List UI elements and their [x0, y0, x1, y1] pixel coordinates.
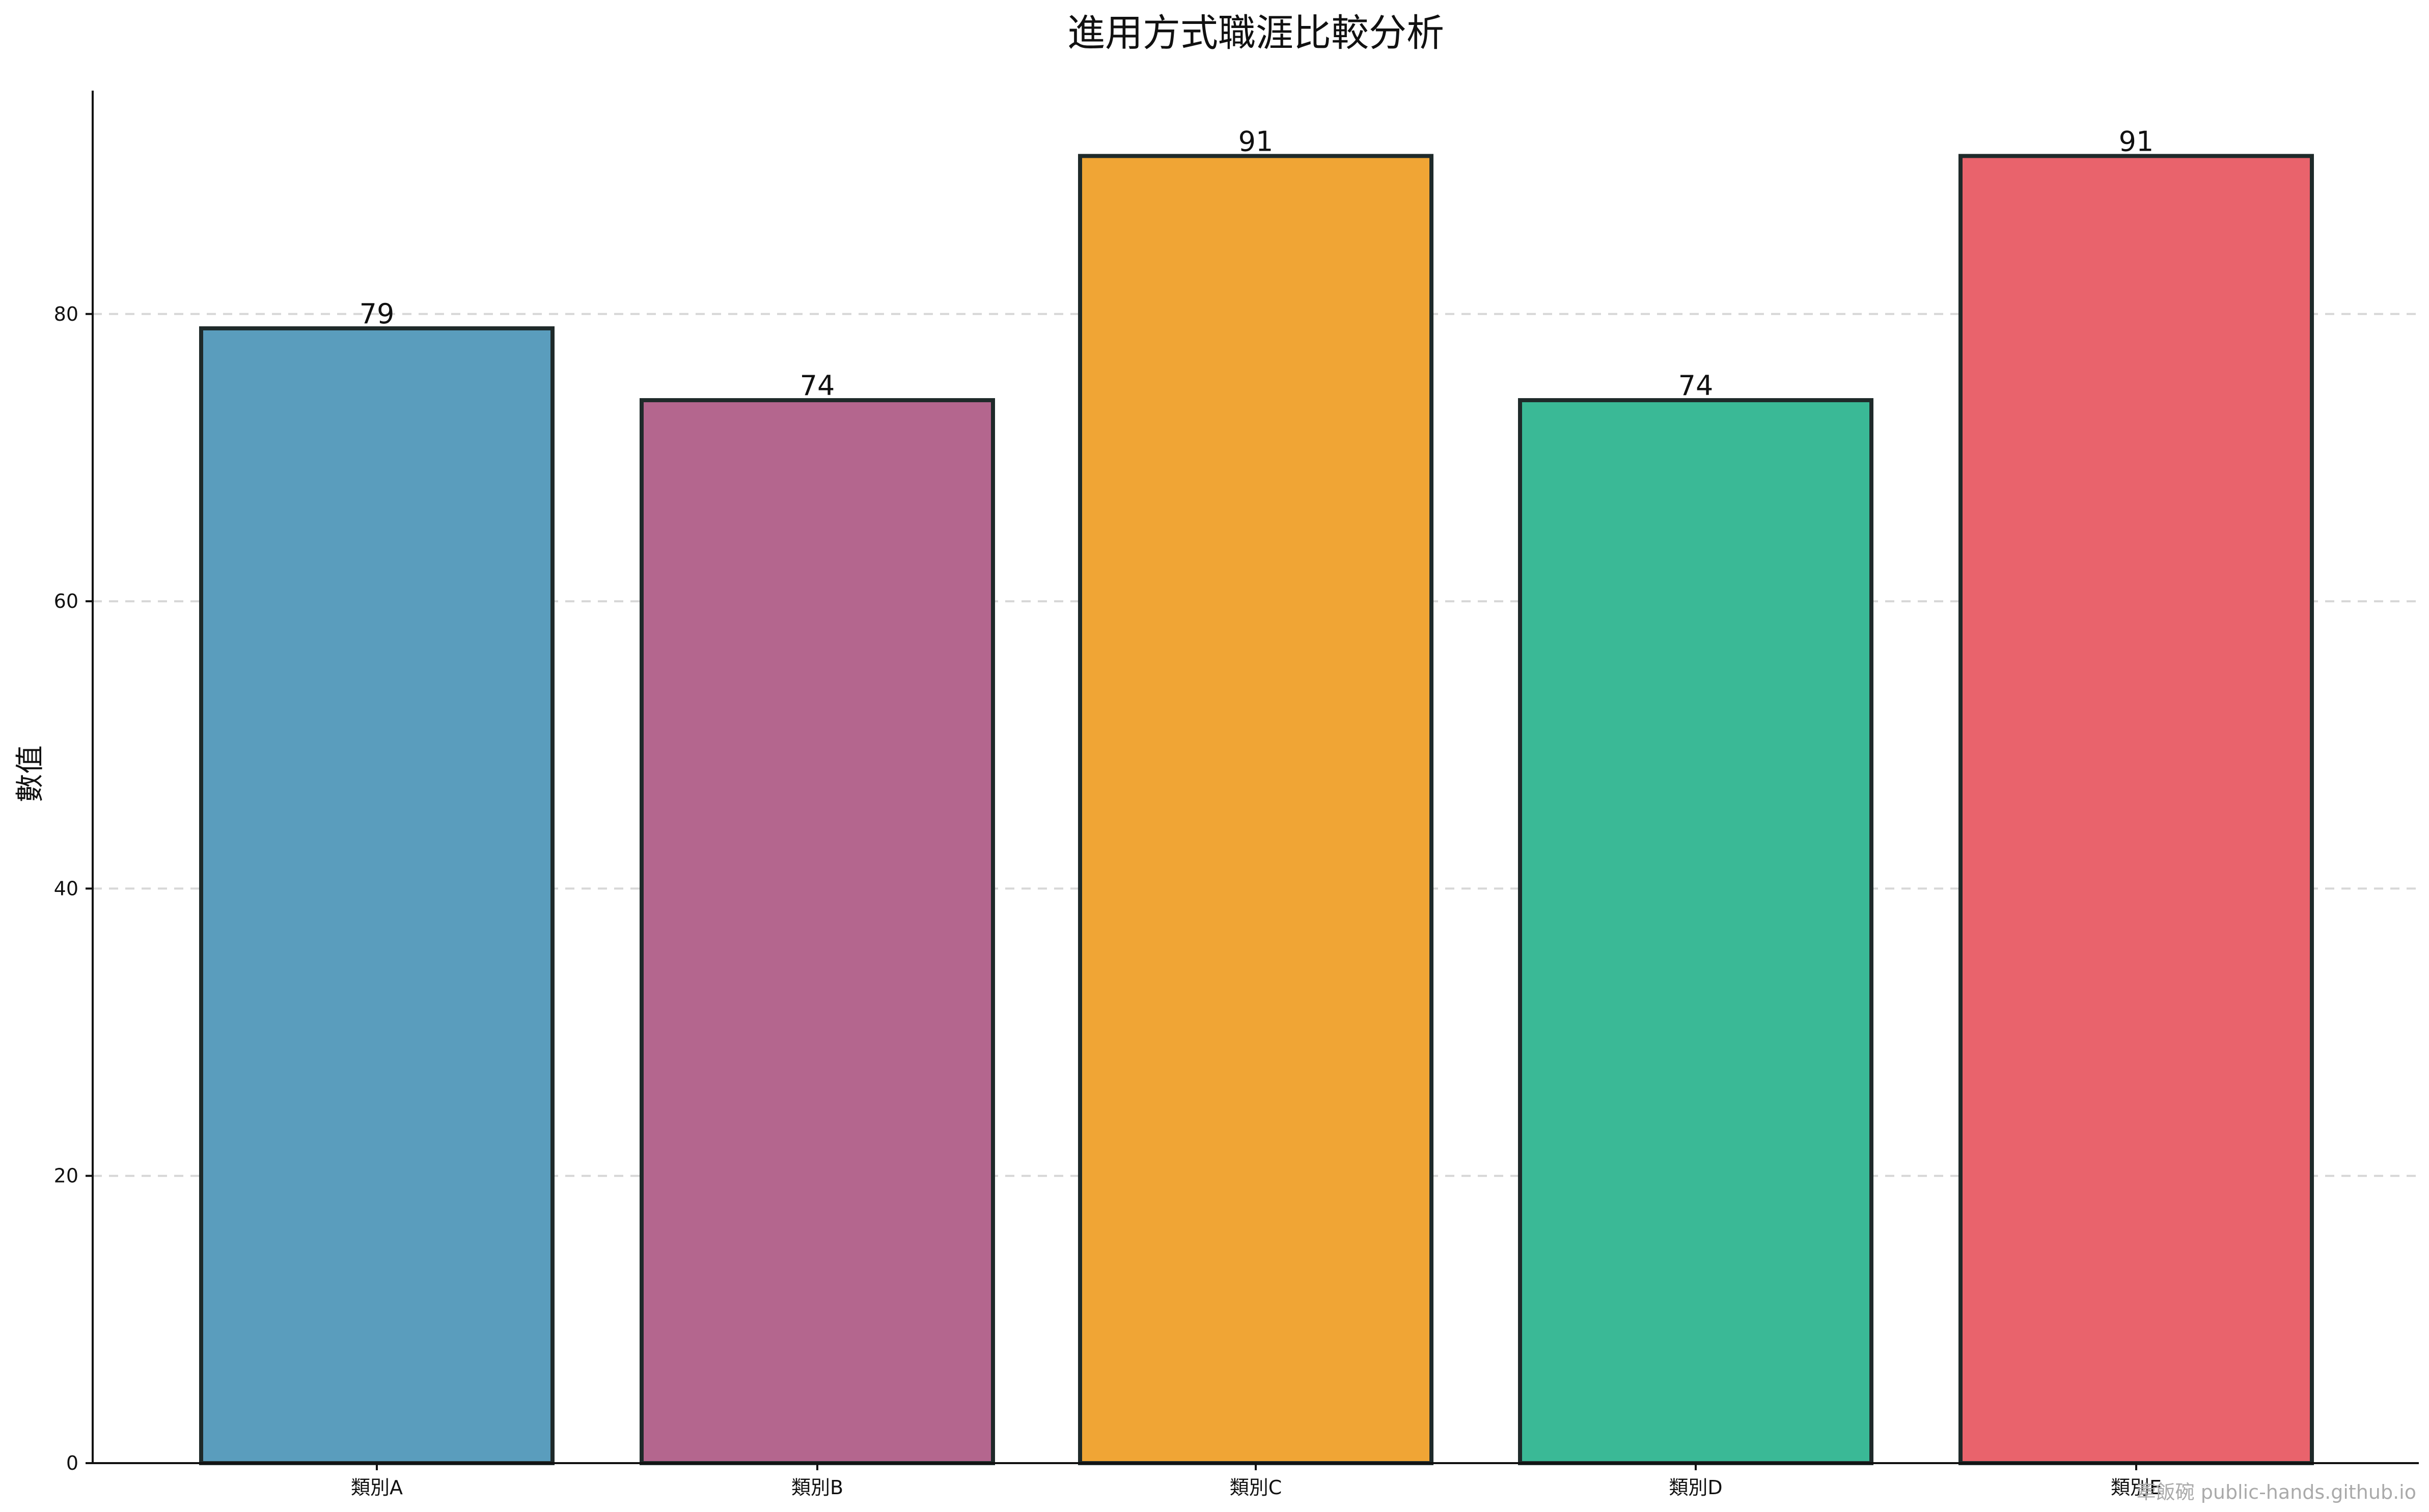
- x-tick-label: 類別D: [1669, 1476, 1722, 1499]
- bar-value-label: 79: [360, 298, 395, 330]
- x-tick-label: 類別A: [351, 1476, 403, 1499]
- y-tick-label: 0: [66, 1452, 78, 1474]
- x-tick-label: 類別E: [2111, 1476, 2162, 1499]
- bar-value-label: 74: [800, 370, 835, 402]
- y-tick-label: 60: [54, 590, 78, 612]
- y-tick-label: 80: [54, 303, 78, 325]
- bar: [640, 398, 995, 1465]
- bars: [199, 154, 2314, 1466]
- y-tick-label: 20: [54, 1165, 78, 1187]
- bar-value-label: 91: [2119, 125, 2154, 157]
- axes: 類別A 類別B 類別C 類別D 類別E 0 20 40 60 80: [54, 91, 2419, 1499]
- bar: [1958, 154, 2314, 1466]
- x-tick-label: 類別B: [791, 1476, 843, 1499]
- y-tick-label: 40: [54, 877, 78, 900]
- y-axis-label: 數值: [14, 745, 47, 802]
- x-tick-label: 類別C: [1230, 1476, 1282, 1499]
- bar: [1078, 154, 1433, 1466]
- chart-title: 進用方式職涯比較分析: [1067, 11, 1444, 55]
- watermark: 牽飯碗 public-hands.github.io: [2137, 1481, 2416, 1503]
- bar-value-label: 91: [1238, 125, 1274, 157]
- bar: [1518, 398, 1873, 1465]
- bar: [199, 326, 555, 1466]
- data-labels: 79 74 91 74 91: [360, 125, 2154, 402]
- bar-value-label: 74: [1678, 370, 1714, 402]
